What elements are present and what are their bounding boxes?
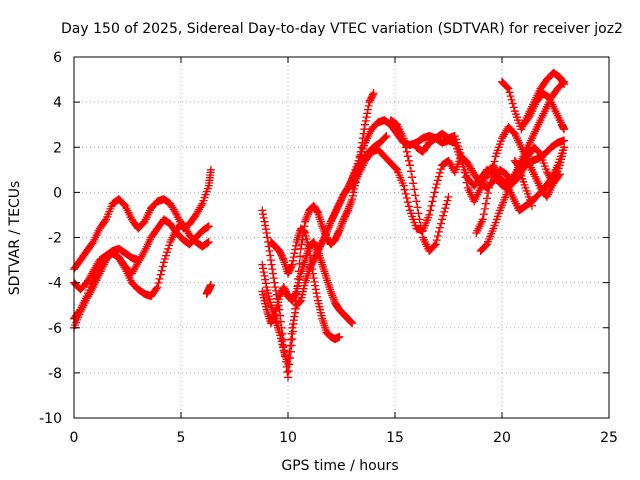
data-point-markers — [510, 143, 564, 188]
data-point-markers — [386, 116, 453, 255]
y-tick-label: -10 — [39, 411, 62, 427]
data-points — [70, 68, 569, 382]
y-tick-label: 4 — [53, 95, 62, 111]
data-point-markers — [412, 129, 569, 215]
data-series — [519, 89, 569, 134]
data-series — [202, 280, 215, 298]
x-tick-label: 20 — [493, 430, 511, 446]
y-tick-label: -8 — [48, 366, 62, 382]
data-point-markers — [258, 238, 357, 328]
data-point-markers — [476, 165, 536, 255]
x-tick-label: 15 — [386, 430, 404, 446]
y-tick-label: -2 — [48, 231, 62, 247]
data-series — [258, 238, 357, 328]
chart-title: Day 150 of 2025, Sidereal Day-to-day VTE… — [61, 21, 623, 37]
y-axis-label: SDTVAR / TECUs — [7, 181, 23, 296]
data-point-markers — [519, 89, 569, 134]
y-tick-label: -6 — [48, 321, 62, 337]
tick-labels: 0 5 10 15 20 25 -10 -8 -6 -4 -2 0 2 4 6 — [39, 50, 618, 446]
data-series — [412, 129, 569, 215]
data-point-markers — [266, 224, 344, 343]
data-point-markers — [258, 89, 378, 382]
y-tick-label: 2 — [53, 140, 62, 156]
y-tick-label: 6 — [53, 50, 62, 66]
axis-ticks — [73, 56, 610, 419]
data-series — [510, 143, 564, 188]
data-series — [258, 89, 378, 382]
data-series — [386, 116, 453, 255]
x-axis-label: GPS time / hours — [281, 458, 398, 474]
data-series — [266, 224, 344, 343]
x-tick-label: 25 — [600, 430, 618, 446]
data-point-markers — [202, 280, 215, 298]
data-series — [476, 165, 536, 255]
x-tick-label: 5 — [177, 430, 186, 446]
x-tick-label: 10 — [279, 430, 297, 446]
x-tick-label: 0 — [70, 430, 79, 446]
y-tick-label: -4 — [48, 276, 62, 292]
y-tick-label: 0 — [53, 185, 62, 201]
